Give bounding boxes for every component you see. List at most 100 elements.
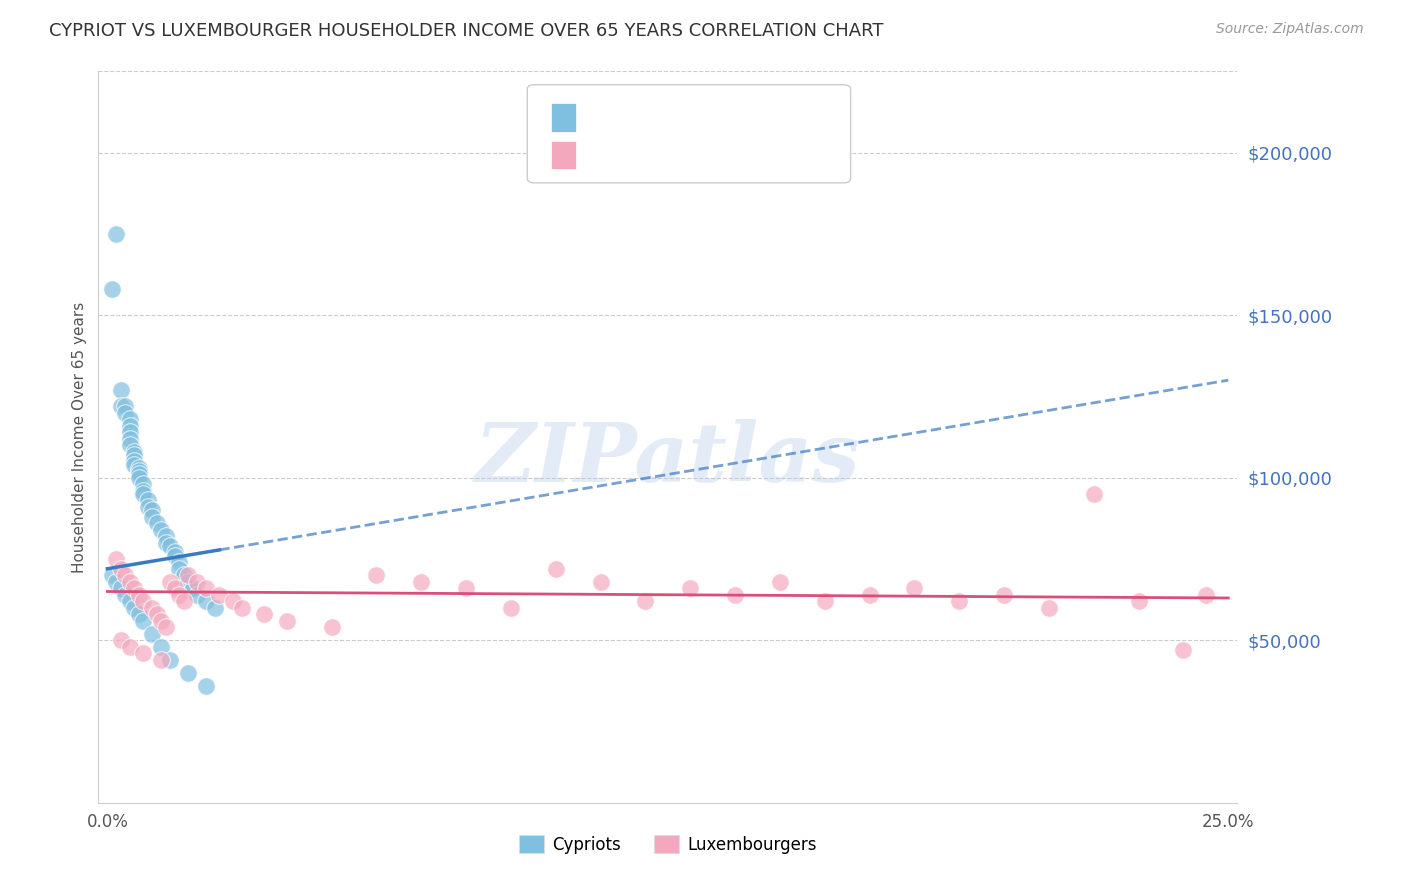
Point [769, 574, 792, 589]
Point [411, 574, 433, 589]
Point [124, 581, 146, 595]
Point [589, 574, 612, 589]
Point [124, 448, 146, 462]
Point [454, 581, 477, 595]
Point [114, 568, 136, 582]
Point [118, 438, 141, 452]
Point [118, 432, 141, 446]
Point [814, 594, 837, 608]
Point [128, 607, 150, 622]
Point [150, 653, 173, 667]
Point [124, 454, 146, 468]
Point [993, 588, 1015, 602]
Point [321, 620, 343, 634]
Point [141, 503, 163, 517]
Point [105, 574, 128, 589]
Point [141, 626, 163, 640]
Point [366, 568, 388, 582]
Point [128, 464, 150, 478]
Point [195, 594, 218, 608]
Point [163, 549, 186, 563]
Point [141, 509, 163, 524]
Point [679, 581, 702, 595]
Point [132, 477, 155, 491]
Text: R = -0.007   N = 48: R = -0.007 N = 48 [591, 146, 768, 164]
Point [128, 461, 150, 475]
Point [110, 399, 132, 413]
Point [155, 529, 177, 543]
Point [163, 545, 186, 559]
Point [1128, 594, 1150, 608]
Point [195, 679, 218, 693]
Point [181, 581, 204, 595]
Point [110, 383, 132, 397]
Point [1195, 588, 1218, 602]
Point [1173, 643, 1195, 657]
Point [141, 600, 163, 615]
Point [145, 607, 167, 622]
Point [101, 568, 124, 582]
Point [118, 425, 141, 440]
Point [124, 444, 146, 458]
Point [859, 588, 882, 602]
Point [124, 600, 146, 615]
Point [132, 614, 155, 628]
Text: CYPRIOT VS LUXEMBOURGER HOUSEHOLDER INCOME OVER 65 YEARS CORRELATION CHART: CYPRIOT VS LUXEMBOURGER HOUSEHOLDER INCO… [49, 22, 884, 40]
Point [110, 562, 132, 576]
Point [114, 406, 136, 420]
Point [128, 471, 150, 485]
Point [150, 523, 173, 537]
Point [195, 581, 218, 595]
Point [177, 574, 200, 589]
Text: R =  0.034   N = 54: R = 0.034 N = 54 [591, 109, 766, 127]
Point [173, 568, 195, 582]
Point [136, 493, 159, 508]
Point [118, 412, 141, 426]
Point [124, 458, 146, 472]
Point [173, 594, 195, 608]
Point [105, 227, 128, 241]
Point [208, 588, 231, 602]
Point [114, 588, 136, 602]
Point [159, 574, 181, 589]
Point [145, 516, 167, 531]
Point [499, 600, 522, 615]
Point [634, 594, 657, 608]
Point [231, 600, 253, 615]
Point [1038, 600, 1060, 615]
Point [118, 418, 141, 433]
Point [204, 600, 226, 615]
Point [132, 487, 155, 501]
Point [186, 574, 208, 589]
Y-axis label: Householder Income Over 65 years: Householder Income Over 65 years [72, 301, 87, 573]
Point [132, 594, 155, 608]
Point [177, 568, 200, 582]
Point [155, 620, 177, 634]
Point [110, 581, 132, 595]
Point [948, 594, 970, 608]
Point [155, 535, 177, 549]
Point [118, 594, 141, 608]
Point [101, 282, 124, 296]
Point [167, 562, 190, 576]
Point [114, 399, 136, 413]
Point [150, 640, 173, 654]
Point [150, 614, 173, 628]
Point [167, 555, 190, 569]
Point [253, 607, 276, 622]
Point [163, 581, 186, 595]
Point [132, 646, 155, 660]
Point [724, 588, 747, 602]
Point [118, 640, 141, 654]
Point [903, 581, 925, 595]
Point [118, 574, 141, 589]
Point [159, 539, 181, 553]
Text: Source: ZipAtlas.com: Source: ZipAtlas.com [1216, 22, 1364, 37]
Point [128, 467, 150, 482]
Point [222, 594, 245, 608]
Point [167, 588, 190, 602]
Point [105, 552, 128, 566]
Point [544, 562, 567, 576]
Text: ZIPatlas: ZIPatlas [475, 419, 860, 499]
Point [186, 588, 208, 602]
